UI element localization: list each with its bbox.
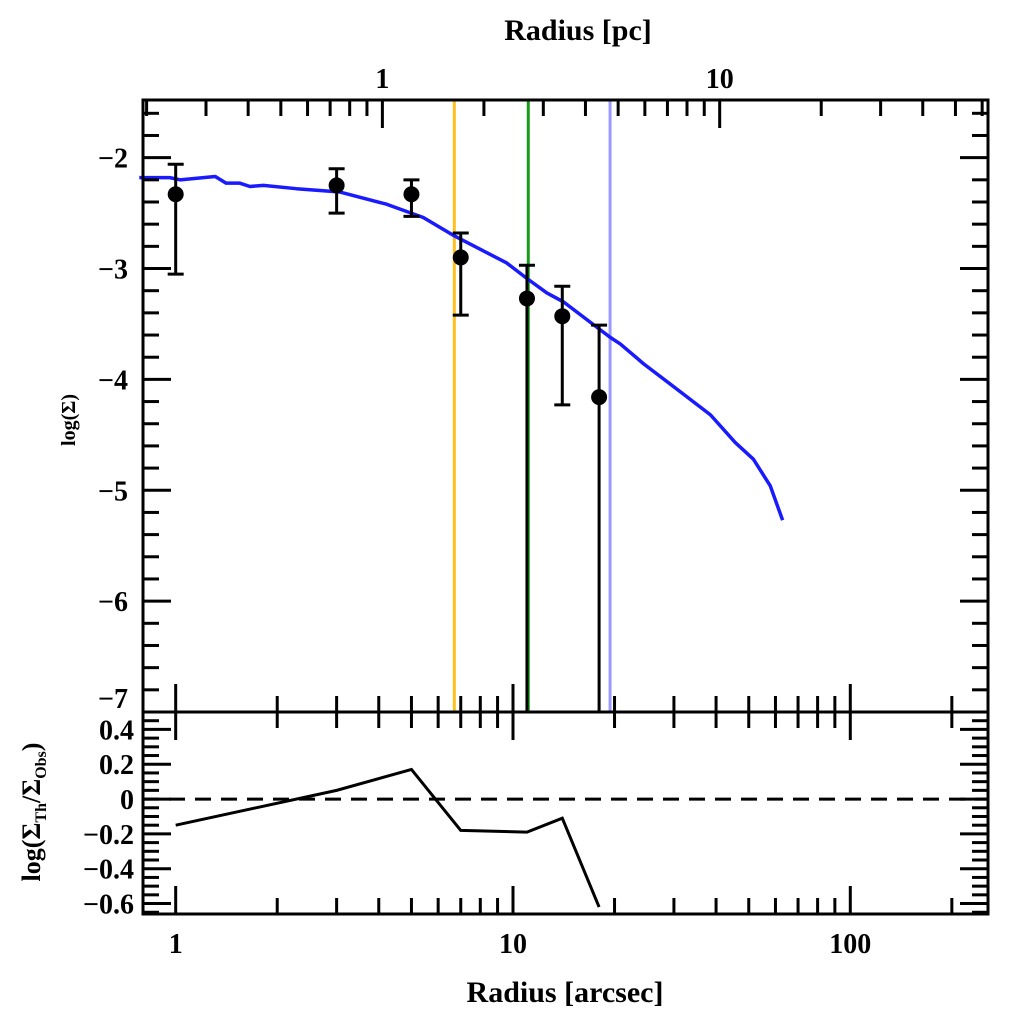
main-y-tick-label: −5 <box>98 476 128 507</box>
top-tick-label: 10 <box>706 64 734 95</box>
model-curve <box>139 174 785 521</box>
x-tick-label: 100 <box>829 929 871 960</box>
x-tick-label: 1 <box>169 929 183 960</box>
residual-y-tick-label: 0 <box>120 785 134 816</box>
residual-y-tick-label: −0.4 <box>83 855 134 886</box>
top-tick-label: 1 <box>375 64 389 95</box>
main-y-tick-label: −7 <box>98 684 128 715</box>
data-point <box>591 389 608 406</box>
residual-panel-frame <box>141 710 990 916</box>
main-y-axis-label: log(Σ) <box>58 394 80 446</box>
data-point <box>518 290 535 307</box>
residual-y-axis-label: log(ΣTh/ΣObs) <box>17 743 50 882</box>
residual-y-tick-label: −0.2 <box>83 820 134 851</box>
main-y-tick-label: −3 <box>98 255 128 286</box>
residual-y-tick-label: 0.4 <box>99 715 134 746</box>
main-y-tick-label: −4 <box>98 365 128 396</box>
main-y-tick-label: −2 <box>98 144 128 175</box>
data-point <box>554 308 571 325</box>
data-point <box>452 249 469 266</box>
main-y-tick-label: −6 <box>98 587 128 618</box>
data-point <box>403 186 420 203</box>
residual-y-tick-label: 0.2 <box>99 750 134 781</box>
top-axis-label: Radius [pc] <box>504 14 652 47</box>
data-point <box>328 177 345 194</box>
x-axis-label: Radius [arcsec] <box>467 976 664 1009</box>
residual-line <box>175 767 601 908</box>
residual-y-tick-label: −0.6 <box>83 890 134 921</box>
data-point <box>167 186 184 203</box>
x-tick-label: 10 <box>499 929 527 960</box>
